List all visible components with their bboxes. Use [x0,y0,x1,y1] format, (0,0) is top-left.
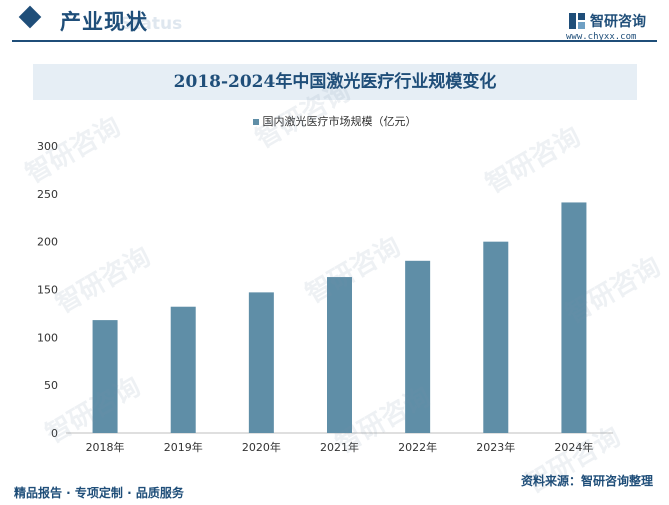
y-tick-label: 200 [37,236,58,249]
x-tick-label: 2020年 [242,440,281,454]
bar [92,320,118,433]
brand-url: www.chyxx.com [566,32,637,42]
y-tick-label: 50 [44,379,58,392]
header-divider [12,40,657,42]
bar [561,202,587,433]
y-tick-label: 100 [37,331,58,344]
footer-tagline: 精品报告 · 专项定制 · 品质服务 [14,486,184,500]
y-tick-label: 250 [37,188,58,201]
section-header: Status 产业现状 智研咨询 www.chyxx.com [0,0,669,44]
chart-title: 2018-2024年中国激光医疗行业规模变化 [173,72,497,92]
bar [405,260,431,433]
y-tick-label: 150 [37,284,58,297]
x-tick-label: 2019年 [164,440,203,454]
x-tick-label: 2018年 [86,440,125,454]
bar [483,241,509,433]
y-tick-label: 0 [51,427,58,440]
bar [170,306,196,433]
x-tick-label: 2022年 [398,440,437,454]
chart-title-band [33,64,637,100]
bar [327,277,352,433]
x-tick-label: 2023年 [476,440,515,454]
section-title: 产业现状 [60,10,148,34]
legend-label: 国内激光医疗市场规模（亿元） [262,115,417,128]
y-tick-label: 300 [37,140,58,153]
legend-swatch [252,119,259,125]
header-watermark: Status [120,14,183,34]
bar [248,292,274,433]
footer-source: 资料来源：智研咨询整理 [520,474,653,488]
brand-name: 智研咨询 [590,14,646,30]
x-tick-label: 2021年 [320,440,359,454]
chart-legend: 国内激光医疗市场规模（亿元） [0,113,669,129]
x-tick-label: 2024年 [554,440,593,454]
brand-logo-icon [569,13,585,29]
